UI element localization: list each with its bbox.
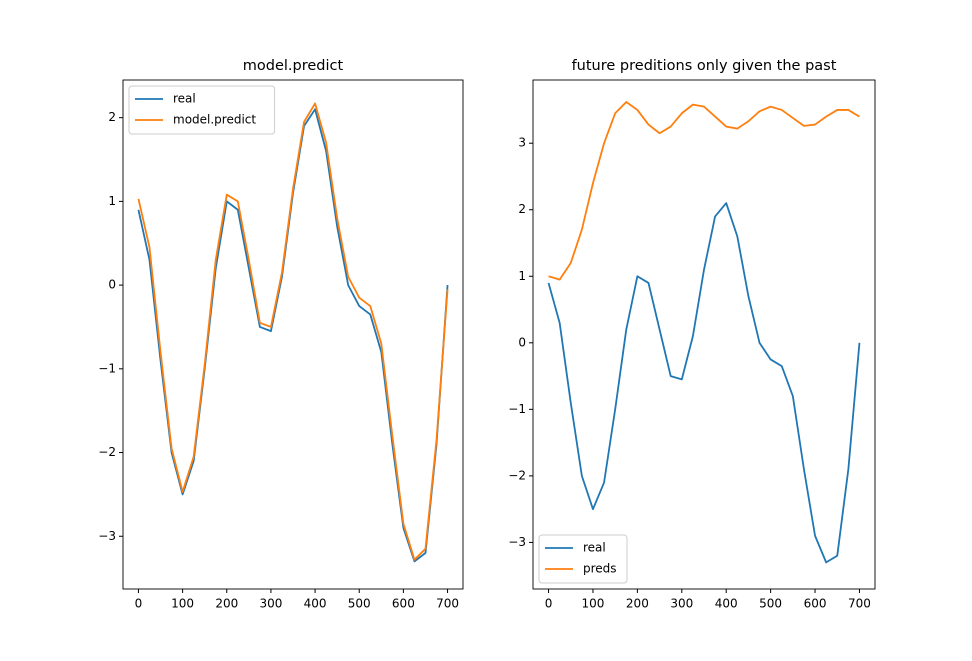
x-tick-label: 0 bbox=[135, 597, 143, 611]
legend-box bbox=[538, 534, 628, 584]
x-tick-label: 0 bbox=[545, 597, 553, 611]
x-tick-label: 100 bbox=[171, 597, 194, 611]
axes-frame bbox=[532, 79, 876, 590]
y-tick-label: 3 bbox=[518, 136, 526, 150]
y-tick-label: 0 bbox=[518, 335, 526, 349]
y-tick-label: −1 bbox=[98, 361, 116, 375]
y-tick-label: 2 bbox=[518, 202, 526, 216]
x-tick-label: 300 bbox=[259, 597, 282, 611]
x-tick-label: 500 bbox=[759, 597, 782, 611]
plot-area bbox=[533, 80, 875, 589]
y-tick-label: −2 bbox=[508, 468, 526, 482]
legend-label: real bbox=[173, 92, 196, 106]
x-tick-label: 400 bbox=[304, 597, 327, 611]
series-line bbox=[548, 101, 860, 281]
series-line bbox=[547, 202, 861, 564]
x-tick-label: 400 bbox=[715, 597, 738, 611]
plot-area bbox=[123, 80, 463, 589]
y-tick-label: −3 bbox=[508, 535, 526, 549]
x-tick-label: 200 bbox=[626, 597, 649, 611]
chart-title: model.predict bbox=[243, 58, 344, 74]
y-tick-label: −3 bbox=[98, 529, 116, 543]
x-tick-label: 200 bbox=[215, 597, 238, 611]
y-tick-label: 2 bbox=[108, 110, 116, 124]
x-tick-label: 700 bbox=[436, 597, 459, 611]
x-tick-label: 600 bbox=[804, 597, 827, 611]
x-tick-label: 300 bbox=[670, 597, 693, 611]
x-tick-label: 700 bbox=[848, 597, 871, 611]
y-tick-label: 0 bbox=[108, 278, 116, 292]
legend-label: real bbox=[583, 541, 606, 555]
x-tick-label: 500 bbox=[348, 597, 371, 611]
legend-label: model.predict bbox=[173, 113, 256, 127]
y-tick-label: −1 bbox=[508, 402, 526, 416]
legend-label: preds bbox=[583, 562, 617, 576]
x-tick-label: 600 bbox=[392, 597, 415, 611]
y-tick-label: 1 bbox=[518, 269, 526, 283]
series-line bbox=[137, 102, 449, 561]
axes-frame bbox=[122, 79, 464, 590]
y-tick-label: −2 bbox=[98, 445, 116, 459]
y-tick-label: 1 bbox=[108, 194, 116, 208]
x-tick-label: 100 bbox=[582, 597, 605, 611]
legend-box bbox=[128, 85, 276, 135]
chart-title: future preditions only given the past bbox=[572, 58, 837, 74]
